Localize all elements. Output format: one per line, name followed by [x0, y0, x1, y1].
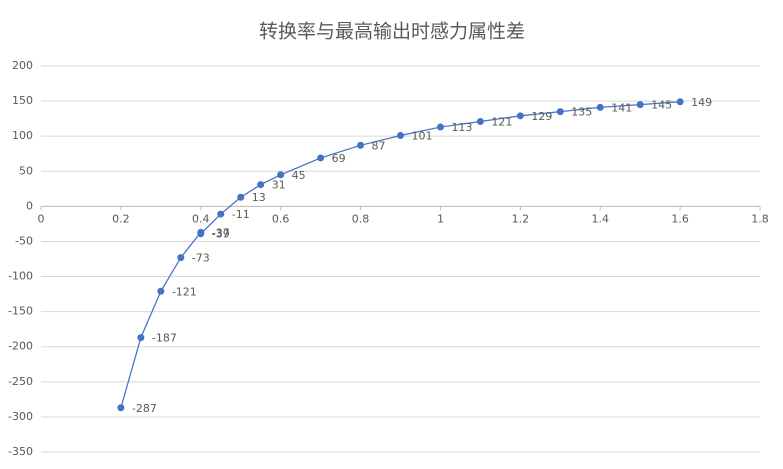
data-point	[397, 131, 404, 139]
data-point	[317, 154, 325, 162]
data-point	[516, 112, 524, 120]
y-tick-label: -100	[8, 270, 33, 283]
y-tick-label: -300	[8, 410, 33, 423]
data-point	[157, 287, 165, 295]
x-tick-label: 0	[38, 212, 45, 225]
y-tick-label: -200	[8, 340, 33, 353]
data-label: 135	[571, 106, 592, 119]
data-label: 31	[272, 179, 286, 192]
x-tick-label: 0.4	[192, 212, 210, 225]
y-tick-label: 100	[12, 129, 33, 142]
data-label: 69	[332, 152, 346, 165]
data-label: 149	[691, 96, 712, 109]
data-point	[177, 254, 185, 262]
x-tick-label: 0.8	[352, 212, 370, 225]
x-tick-label: 0.6	[272, 212, 290, 225]
data-point	[476, 117, 484, 125]
data-point	[556, 108, 564, 116]
data-point	[237, 193, 245, 201]
data-point	[137, 334, 145, 342]
y-tick-label: -350	[8, 445, 33, 458]
data-label: 87	[372, 139, 386, 152]
data-label: -11	[232, 208, 250, 221]
x-tick-label: 1.8	[751, 212, 769, 225]
data-label: -187	[152, 332, 177, 345]
y-tick-label: -150	[8, 305, 33, 318]
data-label: 145	[651, 99, 672, 112]
data-label: -121	[172, 285, 197, 298]
data-point	[217, 210, 225, 218]
data-label: 129	[531, 110, 552, 123]
x-tick-label: 1.4	[591, 212, 609, 225]
x-tick-label: 1.6	[671, 212, 689, 225]
data-label: 113	[451, 121, 472, 134]
data-label: 121	[491, 115, 512, 128]
data-label: -39	[212, 228, 230, 241]
y-tick-label: 0	[26, 199, 33, 212]
data-label: -37	[212, 226, 230, 239]
data-point	[596, 103, 604, 111]
data-point	[357, 141, 365, 149]
data-label: 45	[292, 169, 306, 182]
series-line	[120, 101, 681, 408]
data-label: 101	[412, 129, 433, 142]
y-tick-label: 50	[19, 164, 33, 177]
x-tick-label: 0.2	[112, 212, 130, 225]
data-point	[277, 171, 285, 179]
data-label: 141	[611, 101, 632, 114]
chart-title: 转换率与最高输出时感力属性差	[259, 21, 525, 43]
data-point	[257, 181, 265, 189]
y-tick-label: -250	[8, 375, 33, 388]
data-label: 13	[252, 191, 266, 204]
y-tick-label: -50	[15, 234, 33, 247]
data-point	[436, 123, 444, 131]
data-point	[197, 230, 205, 238]
data-label: -73	[192, 252, 210, 265]
data-point	[117, 404, 125, 412]
y-tick-label: 200	[12, 59, 33, 72]
x-tick-label: 1	[437, 212, 444, 225]
x-tick-label: 1.2	[512, 212, 530, 225]
data-point	[636, 101, 644, 109]
data-point	[676, 98, 684, 106]
data-label: -287	[132, 402, 157, 415]
y-tick-label: 150	[12, 94, 33, 107]
